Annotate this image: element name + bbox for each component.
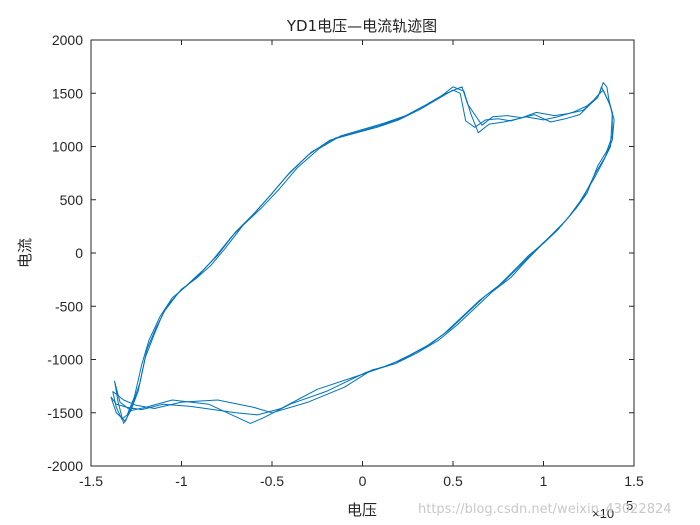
watermark: https://blog.csdn.net/weixin_43022824 — [418, 502, 672, 517]
x-tick-label: -0.5 — [260, 473, 284, 489]
y-tick-label: -1000 — [47, 352, 83, 368]
y-tick-label: 1000 — [52, 139, 83, 155]
series-line-2 — [114, 86, 615, 424]
y-tick-label: 500 — [60, 192, 84, 208]
series-line-1 — [112, 89, 613, 420]
series-layer — [110, 82, 615, 424]
x-tick-label: 1.5 — [624, 473, 644, 489]
x-tick-label: -1.5 — [79, 473, 103, 489]
x-tick-label: 0 — [359, 473, 367, 489]
axes-box — [90, 39, 635, 467]
y-tick-label: 0 — [75, 245, 83, 261]
y-axis-label: 电流 — [16, 238, 34, 268]
x-axis-label: 电压 — [347, 501, 377, 519]
y-tick-label: -500 — [55, 298, 83, 314]
x-tick-label: 0.5 — [443, 473, 463, 489]
y-tick-label: 1500 — [52, 85, 83, 101]
y-tick-label: -2000 — [47, 458, 83, 474]
ticks-layer: -1.5 -1 -0.5 0 0.5 1 1.5 -2000 -1500 -1000 -500 0 50… — [47, 32, 644, 489]
x-tick-label: 1 — [540, 473, 548, 489]
y-tick-label: -1500 — [47, 405, 83, 421]
x-exponent-label: ×10 — [592, 506, 614, 521]
x-exponent-power: 5 — [626, 498, 633, 513]
chart-title: YD1电压—电流轨迹图 — [286, 17, 437, 35]
y-tick-label: 2000 — [52, 32, 83, 48]
x-tick-label: -1 — [175, 473, 188, 489]
series-line-3 — [110, 82, 613, 422]
